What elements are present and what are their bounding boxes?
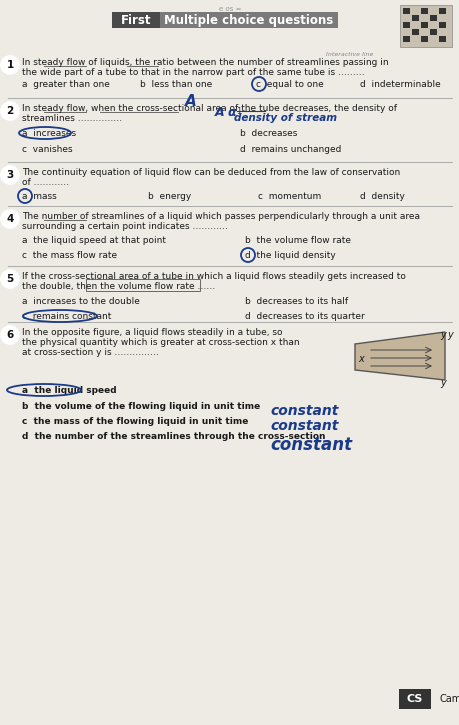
Text: c  the mass flow rate: c the mass flow rate [22,251,117,260]
Text: constant: constant [269,436,351,454]
Text: First: First [120,14,151,27]
Circle shape [1,166,19,184]
FancyBboxPatch shape [160,12,337,28]
Text: of …………: of ………… [22,178,69,187]
FancyBboxPatch shape [420,8,427,14]
Text: c  remains constant: c remains constant [22,312,111,321]
Text: x: x [357,354,363,364]
Text: a  mass: a mass [22,192,56,201]
Text: c  vanishes: c vanishes [22,145,73,154]
Text: constant: constant [269,404,338,418]
Text: b  the volume of the flowing liquid in unit time: b the volume of the flowing liquid in un… [22,402,260,411]
Text: the physical quantity which is greater at cross-section x than: the physical quantity which is greater a… [22,338,299,347]
Text: 3: 3 [6,170,14,180]
Text: y: y [439,330,445,340]
Polygon shape [354,332,444,380]
Text: d  indeterminable: d indeterminable [359,80,440,89]
Text: b  energy: b energy [148,192,191,201]
Circle shape [1,102,19,120]
Text: 2: 2 [6,106,14,116]
FancyBboxPatch shape [399,5,451,47]
Text: d  density: d density [359,192,404,201]
Text: If the cross-sectional area of a tube in which a liquid flows steadily gets incr: If the cross-sectional area of a tube in… [22,272,405,281]
FancyBboxPatch shape [411,15,418,20]
Text: constant: constant [269,419,338,433]
Text: c  momentum: c momentum [257,192,320,201]
FancyBboxPatch shape [402,36,409,41]
FancyBboxPatch shape [438,22,445,28]
FancyBboxPatch shape [398,689,430,709]
FancyBboxPatch shape [438,8,445,14]
Text: c  the mass of the flowing liquid in unit time: c the mass of the flowing liquid in unit… [22,417,248,426]
Text: density of stream: density of stream [234,113,336,123]
Text: d  the number of the streamlines through the cross-section: d the number of the streamlines through … [22,432,325,441]
Text: 1: 1 [6,60,14,70]
Text: In the opposite figure, a liquid flows steadily in a tube, so: In the opposite figure, a liquid flows s… [22,328,282,337]
FancyBboxPatch shape [411,29,418,35]
Text: a  greater than one: a greater than one [22,80,110,89]
Text: at cross-section y is ……………: at cross-section y is …………… [22,348,158,357]
Text: d  remains unchanged: d remains unchanged [240,145,341,154]
Text: e os =: e os = [218,6,241,12]
Text: surrounding a certain point indicates …………: surrounding a certain point indicates ……… [22,222,228,231]
Text: 1: 1 [235,107,241,116]
FancyBboxPatch shape [420,36,427,41]
Text: b  the volume flow rate: b the volume flow rate [245,236,350,245]
Text: y: y [446,330,452,340]
Circle shape [1,270,19,288]
FancyBboxPatch shape [112,12,160,28]
Text: CamS: CamS [439,694,459,704]
Text: 4: 4 [6,214,14,224]
FancyBboxPatch shape [420,22,427,28]
Text: a  increases to the double: a increases to the double [22,297,140,306]
Circle shape [1,210,19,228]
Text: streamlines ……………: streamlines …………… [22,114,122,123]
Text: The continuity equation of liquid flow can be deduced from the law of conservati: The continuity equation of liquid flow c… [22,168,399,177]
Text: 6: 6 [6,330,14,340]
Text: In steady flow of liquids, the ratio between the number of streamlines passing i: In steady flow of liquids, the ratio bet… [22,58,388,67]
Text: the wide part of a tube to that in the narrow part of the same tube is ………: the wide part of a tube to that in the n… [22,68,364,77]
Circle shape [1,326,19,344]
FancyBboxPatch shape [402,22,409,28]
Text: a  increases: a increases [22,129,76,138]
FancyBboxPatch shape [429,29,436,35]
Circle shape [1,56,19,74]
Text: Interactive line: Interactive line [325,52,373,57]
Text: 5: 5 [6,274,14,284]
FancyBboxPatch shape [438,36,445,41]
Text: a  the liquid speed at that point: a the liquid speed at that point [22,236,166,245]
Text: y: y [439,378,445,388]
Text: b  decreases: b decreases [240,129,297,138]
Text: d  the liquid density: d the liquid density [245,251,335,260]
Text: a  the liquid speed: a the liquid speed [22,386,117,395]
Text: The number of streamlines of a liquid which passes perpendicularly through a uni: The number of streamlines of a liquid wh… [22,212,419,221]
FancyBboxPatch shape [402,8,409,14]
Text: b  less than one: b less than one [140,80,212,89]
Text: c  equal to one: c equal to one [256,80,323,89]
Text: Multiple choice questions: Multiple choice questions [164,14,333,27]
Text: the double, then the volume flow rate ……: the double, then the volume flow rate …… [22,282,215,291]
Text: b  decreases to its half: b decreases to its half [245,297,347,306]
FancyBboxPatch shape [429,15,436,20]
Text: In steady flow, when the cross-sectional area of the tube decreases, the density: In steady flow, when the cross-sectional… [22,104,396,113]
Text: A: A [185,94,196,109]
Text: d  decreases to its quarter: d decreases to its quarter [245,312,364,321]
Text: A α: A α [214,106,237,119]
Text: CS: CS [406,694,422,704]
